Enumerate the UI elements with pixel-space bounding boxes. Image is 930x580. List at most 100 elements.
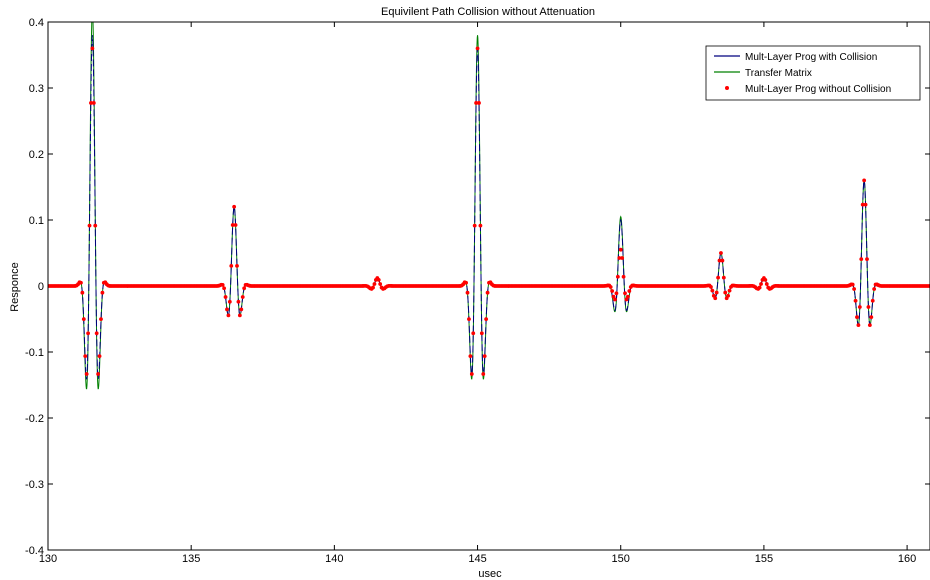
series-point-no-collision (852, 287, 857, 291)
series-point-no-collision (220, 283, 225, 287)
series-point-no-collision (614, 291, 619, 296)
y-tick-label: -0.4 (25, 545, 44, 557)
legend-label-collision: Mult-Layer Prog with Collision (745, 52, 877, 63)
x-tick-label: 140 (325, 553, 343, 565)
y-axis-label: Responce (9, 262, 21, 312)
series-point-no-collision (482, 354, 487, 358)
series-point-no-collision (764, 282, 769, 286)
series-point-no-collision (869, 315, 874, 320)
series-point-no-collision (853, 298, 858, 303)
y-tick-label: -0.1 (25, 347, 44, 359)
series-point-no-collision (99, 317, 103, 322)
series-point-no-collision (485, 290, 490, 295)
legend-box (705, 45, 921, 101)
y-tick-label: 0.1 (29, 215, 44, 227)
series-point-no-collision (615, 274, 620, 279)
series-point-no-collision (625, 294, 630, 299)
series-point-no-collision (89, 101, 93, 105)
series-point-no-collision (233, 223, 238, 227)
series-point-no-collision (856, 323, 861, 328)
series-point-no-collision (235, 263, 239, 268)
series-point-no-collision (230, 223, 235, 227)
y-tick-label: 0 (38, 281, 44, 293)
series-point-no-collision (484, 317, 489, 322)
series-point-no-collision (84, 372, 89, 376)
series-point-no-collision (478, 223, 483, 228)
series-point-no-collision (469, 372, 474, 376)
y-tick-label: 0.3 (29, 83, 44, 95)
series-point-no-collision (477, 101, 481, 105)
series-point-no-collision (226, 313, 231, 318)
series-point-no-collision (850, 282, 855, 287)
legend: Mult-Layer Prog with Collision Transfer … (705, 45, 921, 101)
series-point-no-collision (862, 178, 867, 183)
series-point-no-collision (239, 307, 244, 312)
series-point-no-collision (870, 298, 875, 303)
series-point-no-collision (759, 282, 763, 286)
series-point-no-collision (90, 46, 95, 51)
series-point-no-collision (726, 293, 731, 298)
series-point-no-collision (80, 290, 85, 295)
series-point-no-collision (372, 282, 377, 286)
series-point-no-collision (757, 285, 762, 290)
series-point-no-collision (79, 280, 83, 285)
series-point-no-collision (860, 202, 865, 207)
series-point-no-collision (621, 274, 626, 279)
series-point-no-collision (83, 354, 88, 358)
series-point-no-collision (721, 275, 726, 280)
axes-box (47, 21, 930, 551)
legend-swatch-no-collision (725, 86, 729, 90)
series-point-no-collision (610, 289, 615, 293)
series-point-no-collision (763, 278, 768, 282)
series-point-no-collision (81, 317, 86, 322)
series-point-no-collision (240, 295, 245, 299)
series-point-no-collision (723, 290, 728, 295)
series-point-no-collision (627, 289, 632, 293)
series-point-no-collision (716, 275, 720, 280)
series-point-no-collision (223, 295, 228, 299)
series-point-no-collision (714, 290, 719, 295)
series-point-no-collision (472, 223, 477, 228)
series-point-no-collision (237, 313, 242, 318)
series-point-no-collision (866, 305, 871, 309)
series-point-no-collision (242, 286, 247, 291)
series-point-no-collision (96, 372, 101, 376)
series-point-no-collision (481, 372, 486, 376)
y-tick-label: -0.3 (25, 479, 44, 491)
series-point-no-collision (93, 223, 98, 228)
series-point-no-collision (232, 204, 237, 209)
series-point-no-collision (727, 288, 732, 293)
series-point-no-collision (467, 317, 471, 322)
chart-title: Equivilent Path Collision without Attenu… (381, 6, 595, 18)
series-point-no-collision (94, 331, 99, 336)
series-point-no-collision (91, 101, 96, 105)
series-point-no-collision (709, 285, 713, 289)
series-point-no-collision (620, 256, 625, 260)
series-point-no-collision (376, 278, 381, 282)
legend-label-transfer: Transfer Matrix (745, 68, 812, 79)
x-tick-label: 145 (468, 553, 486, 565)
series-point-no-collision (618, 247, 623, 252)
axis-ticks: 130 135 140 145 150 155 160 -0.4 -0.3 -0.2 -0.1 0 0.… (25, 17, 930, 565)
series-point-no-collision (855, 315, 859, 320)
series-point-no-collision (623, 291, 627, 296)
series-point-no-collision (710, 288, 715, 293)
series-point-no-collision (225, 307, 229, 312)
series-point-no-collision (100, 290, 105, 295)
series-point-no-collision (857, 305, 862, 309)
series-point-no-collision (371, 285, 375, 290)
x-tick-label: 135 (182, 553, 200, 565)
series-point-no-collision (613, 297, 617, 302)
series-point-no-collision (464, 280, 468, 285)
x-tick-label: 160 (898, 553, 916, 565)
series-point-no-collision (863, 202, 868, 207)
series-point-no-collision (86, 331, 90, 336)
series-point-no-collision (720, 258, 725, 263)
y-tick-label: 0.2 (29, 149, 44, 161)
x-tick-label: 155 (755, 553, 773, 565)
plot-area (48, 22, 930, 390)
series-point-no-collision (617, 256, 622, 260)
series-point-no-collision (227, 299, 232, 304)
series-point-no-collision (717, 258, 722, 263)
